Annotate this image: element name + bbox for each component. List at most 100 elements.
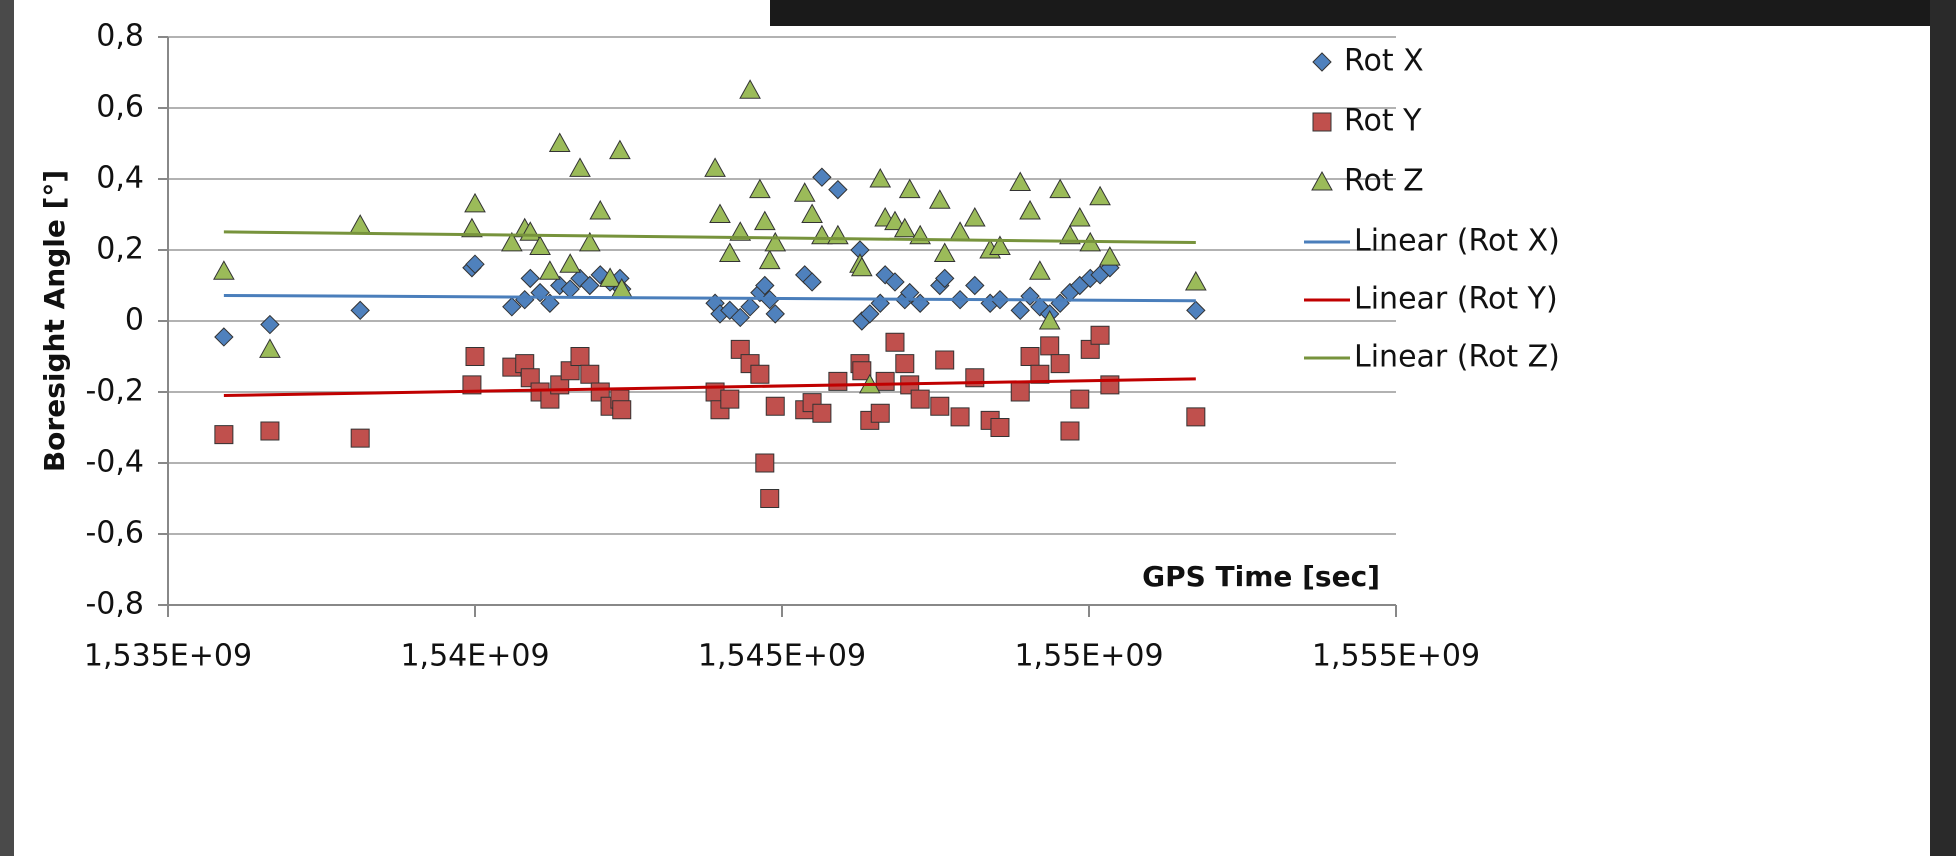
data-point <box>930 396 950 416</box>
data-point <box>729 221 752 241</box>
data-point <box>599 267 621 287</box>
data-point <box>260 421 280 441</box>
x-axis-label: GPS Time [sec] <box>1142 560 1380 593</box>
data-point <box>718 242 741 263</box>
data-point <box>765 304 785 324</box>
data-point <box>765 396 785 416</box>
y-tick-label: -0,8 <box>85 587 144 622</box>
data-point <box>464 192 486 213</box>
data-point <box>895 354 915 374</box>
data-point <box>755 275 775 296</box>
data-point <box>502 297 522 317</box>
data-point <box>580 364 600 384</box>
data-point <box>1049 178 1071 199</box>
data-point <box>1010 300 1030 321</box>
data-point <box>1100 375 1120 395</box>
data-point <box>548 132 571 152</box>
data-point <box>910 389 930 409</box>
data-point <box>760 489 780 508</box>
y-tick-label: -0,4 <box>85 445 144 480</box>
trend-line <box>223 293 1196 303</box>
data-point <box>1186 300 1206 321</box>
legend-label: Rot X <box>1344 44 1424 79</box>
data-point <box>802 272 822 292</box>
data-point <box>462 375 482 395</box>
y-tick-label: 0,6 <box>96 90 144 125</box>
data-point <box>963 207 986 227</box>
data-point <box>730 307 750 328</box>
data-point <box>529 235 551 255</box>
trend-line <box>223 377 1196 398</box>
data-point <box>559 253 582 273</box>
data-point <box>850 256 873 277</box>
data-point <box>898 178 921 199</box>
y-tick-label: 0,8 <box>96 19 144 54</box>
data-point <box>1019 199 1041 220</box>
data-point <box>935 268 955 289</box>
data-point <box>965 275 985 296</box>
data-point <box>1089 185 1111 206</box>
data-point <box>500 231 523 252</box>
data-point <box>893 217 916 238</box>
data-point <box>860 304 880 324</box>
data-point <box>740 297 760 317</box>
data-point <box>933 242 956 263</box>
data-point <box>764 231 787 252</box>
legend-label: Linear (Rot Y) <box>1354 282 1558 317</box>
legend-label: Rot Y <box>1344 104 1422 139</box>
data-point <box>350 300 370 321</box>
legend-marker <box>1312 112 1332 132</box>
y-tick-label: 0 <box>125 303 144 338</box>
data-point <box>900 282 920 303</box>
data-point <box>589 199 612 220</box>
x-tick-label: 1,555E+09 <box>1312 639 1480 674</box>
data-point <box>1020 347 1040 366</box>
data-point <box>580 275 600 296</box>
data-point <box>465 347 485 366</box>
data-point <box>1010 382 1030 402</box>
legend-marker <box>1312 52 1332 72</box>
data-point <box>1040 336 1060 356</box>
x-tick-label: 1,54E+09 <box>400 639 549 674</box>
y-tick-label: 0,4 <box>96 161 144 196</box>
data-point <box>1038 309 1061 330</box>
data-point <box>989 235 1011 255</box>
data-point <box>885 272 905 292</box>
data-point <box>213 260 235 280</box>
data-point <box>1186 407 1206 427</box>
legend-marker <box>1311 170 1333 191</box>
y-tick-label: -0,6 <box>85 516 144 551</box>
data-point <box>749 178 771 199</box>
data-point <box>758 249 781 270</box>
y-axis-label: Boresight Angle [°] <box>38 170 71 472</box>
data-point <box>801 203 823 223</box>
data-point <box>1060 421 1080 441</box>
data-point <box>812 403 832 423</box>
backdrop-left <box>0 0 14 856</box>
data-point <box>1184 270 1207 291</box>
data-point <box>870 403 890 423</box>
data-point <box>828 371 848 391</box>
data-point <box>928 189 951 209</box>
data-point <box>753 210 776 231</box>
data-point <box>539 260 561 280</box>
data-point <box>465 254 485 274</box>
data-point <box>1059 224 1081 245</box>
data-point <box>828 179 848 200</box>
data-point <box>885 332 905 352</box>
data-point <box>569 157 591 177</box>
x-tick-label: 1,55E+09 <box>1014 639 1163 674</box>
data-point <box>812 167 832 187</box>
data-point <box>1099 246 1121 266</box>
data-point <box>884 210 906 231</box>
data-point <box>1070 389 1090 409</box>
data-point <box>1009 171 1032 192</box>
trend-line <box>223 230 1196 245</box>
y-tick-label: 0,2 <box>96 232 144 267</box>
data-point <box>214 425 234 445</box>
backdrop-top <box>770 0 1956 26</box>
data-point <box>1090 325 1110 345</box>
x-tick-label: 1,535E+09 <box>84 639 252 674</box>
